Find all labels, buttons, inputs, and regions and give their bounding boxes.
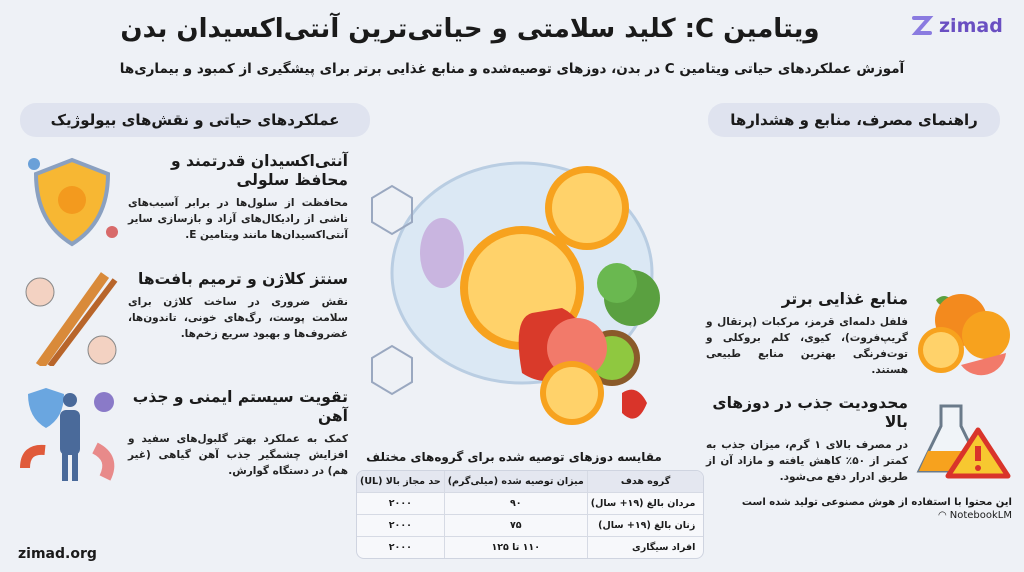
card-antioxidant: آنتی‌اکسیدان قدرتمند و محافظ سلولی محافظ… [128,152,348,243]
card-absorption-limit: محدودیت جذب در دوزهای بالا در مصرف بالای… [706,394,908,485]
left-section-heading: عملکردهای حیاتی و نقش‌های بیولوژیک [20,103,370,137]
table-cell: افراد سیگاری [586,536,704,558]
card-text: نقش ضروری در ساخت کلاژن برای سلامت پوست،… [128,296,348,340]
card-antioxidant-row: آنتی‌اکسیدان قدرتمند و محافظ سلولی محافظ… [20,152,348,248]
site-url[interactable]: zimad.org [18,546,97,562]
page-title: ویتامین C: کلید سلامتی و حیاتی‌ترین آنتی… [120,14,820,44]
dose-table-section: مقایسه دوزهای توصیه شده برای گروه‌های مخ… [356,450,705,559]
table-row: مردان بالغ (۱۹+ سال) ۹۰ ۲۰۰۰ [357,492,704,514]
card-title: آنتی‌اکسیدان قدرتمند و محافظ سلولی [170,152,348,189]
card-text: فلفل دلمه‌ای قرمز، مرکبات (پرتقال و گریپ… [706,316,908,376]
card-absorption-limit-row: محدودیت جذب در دوزهای بالا در مصرف بالای… [706,394,1012,485]
right-section-heading: راهنمای مصرف، منابع و هشدارها [708,103,1000,137]
brand-logo: zimad [910,14,1003,38]
card-title: منابع غذایی برتر [781,290,908,308]
table-cell: ۱۱۰ تا ۱۲۵ [443,536,587,558]
left-column: آنتی‌اکسیدان قدرتمند و محافظ سلولی محافظ… [20,152,348,484]
vitamin-c-illustration [371,161,660,425]
table-title: مقایسه دوزهای توصیه شده برای گروه‌های مخ… [366,450,662,464]
table-cell: ۲۰۰۰ [357,492,444,514]
table-cell: ۲۰۰۰ [357,536,444,558]
card-immune: تقویت سیستم ایمنی و جذب آهن کمک به عملکر… [128,388,348,479]
right-column: منابع غذایی برتر فلفل دلمه‌ای قرمز، مرکب… [706,290,1012,521]
page-subtitle: آموزش عملکردهای حیاتی ویتامین C در بدن، … [119,61,905,77]
card-food-sources-row: منابع غذایی برتر فلفل دلمه‌ای قرمز، مرکب… [706,290,1012,378]
card-collagen: سنتز کلاژن و ترمیم بافت‌ها نقش ضروری در … [128,270,348,342]
immune-body-icon [20,388,115,481]
z-logo-icon [911,16,934,35]
table-row: افراد سیگاری ۱۱۰ تا ۱۲۵ ۲۰۰۰ [357,536,704,558]
notebooklm-badge: ◠ NotebookLM [706,510,1012,521]
logo-text: zimad [939,15,1003,37]
card-text: کمک به عملکرد بهتر گلبول‌های سفید و افزا… [128,433,348,477]
column-header: گروه هدف [586,471,704,492]
column-header: میزان توصیه شده (میلی‌گرم) [443,471,587,492]
table-cell: ۷۵ [443,514,587,536]
notebooklm-icon: ◠ [938,510,947,521]
table-row: زنان بالغ (۱۹+ سال) ۷۵ ۲۰۰۰ [357,514,704,536]
citrus-icon [918,294,1010,376]
card-text: در مصرف بالای ۱ گرم، میزان جذب به کمتر ا… [706,439,908,483]
card-immune-row: تقویت سیستم ایمنی و جذب آهن کمک به عملکر… [20,388,348,484]
flask-warning-icon [916,404,1011,479]
table-cell: ۹۰ [443,492,587,514]
card-title: تقویت سیستم ایمنی و جذب آهن [132,388,348,425]
table-cell: ۲۰۰۰ [357,514,444,536]
card-title: سنتز کلاژن و ترمیم بافت‌ها [138,270,348,288]
shield-sun-icon [28,157,118,247]
card-collagen-row: سنتز کلاژن و ترمیم بافت‌ها نقش ضروری در … [20,270,348,366]
notebooklm-label: NotebookLM [949,510,1012,521]
collagen-icon [25,272,118,366]
card-food-sources: منابع غذایی برتر فلفل دلمه‌ای قرمز، مرکب… [706,290,908,378]
table-cell: مردان بالغ (۱۹+ سال) [586,492,704,514]
ai-disclaimer: این محتوا با استفاده از هوش مصنوعی تولید… [741,497,1012,508]
card-title: محدودیت جذب در دوزهای بالا [712,394,908,431]
column-header: حد مجاز بالا (UL) [357,471,444,492]
dose-table: گروه هدف میزان توصیه شده (میلی‌گرم) حد م… [356,470,705,559]
card-text: محافظت از سلول‌ها در برابر آسیب‌های ناشی… [128,197,348,241]
table-cell: زنان بالغ (۱۹+ سال) [586,514,704,536]
